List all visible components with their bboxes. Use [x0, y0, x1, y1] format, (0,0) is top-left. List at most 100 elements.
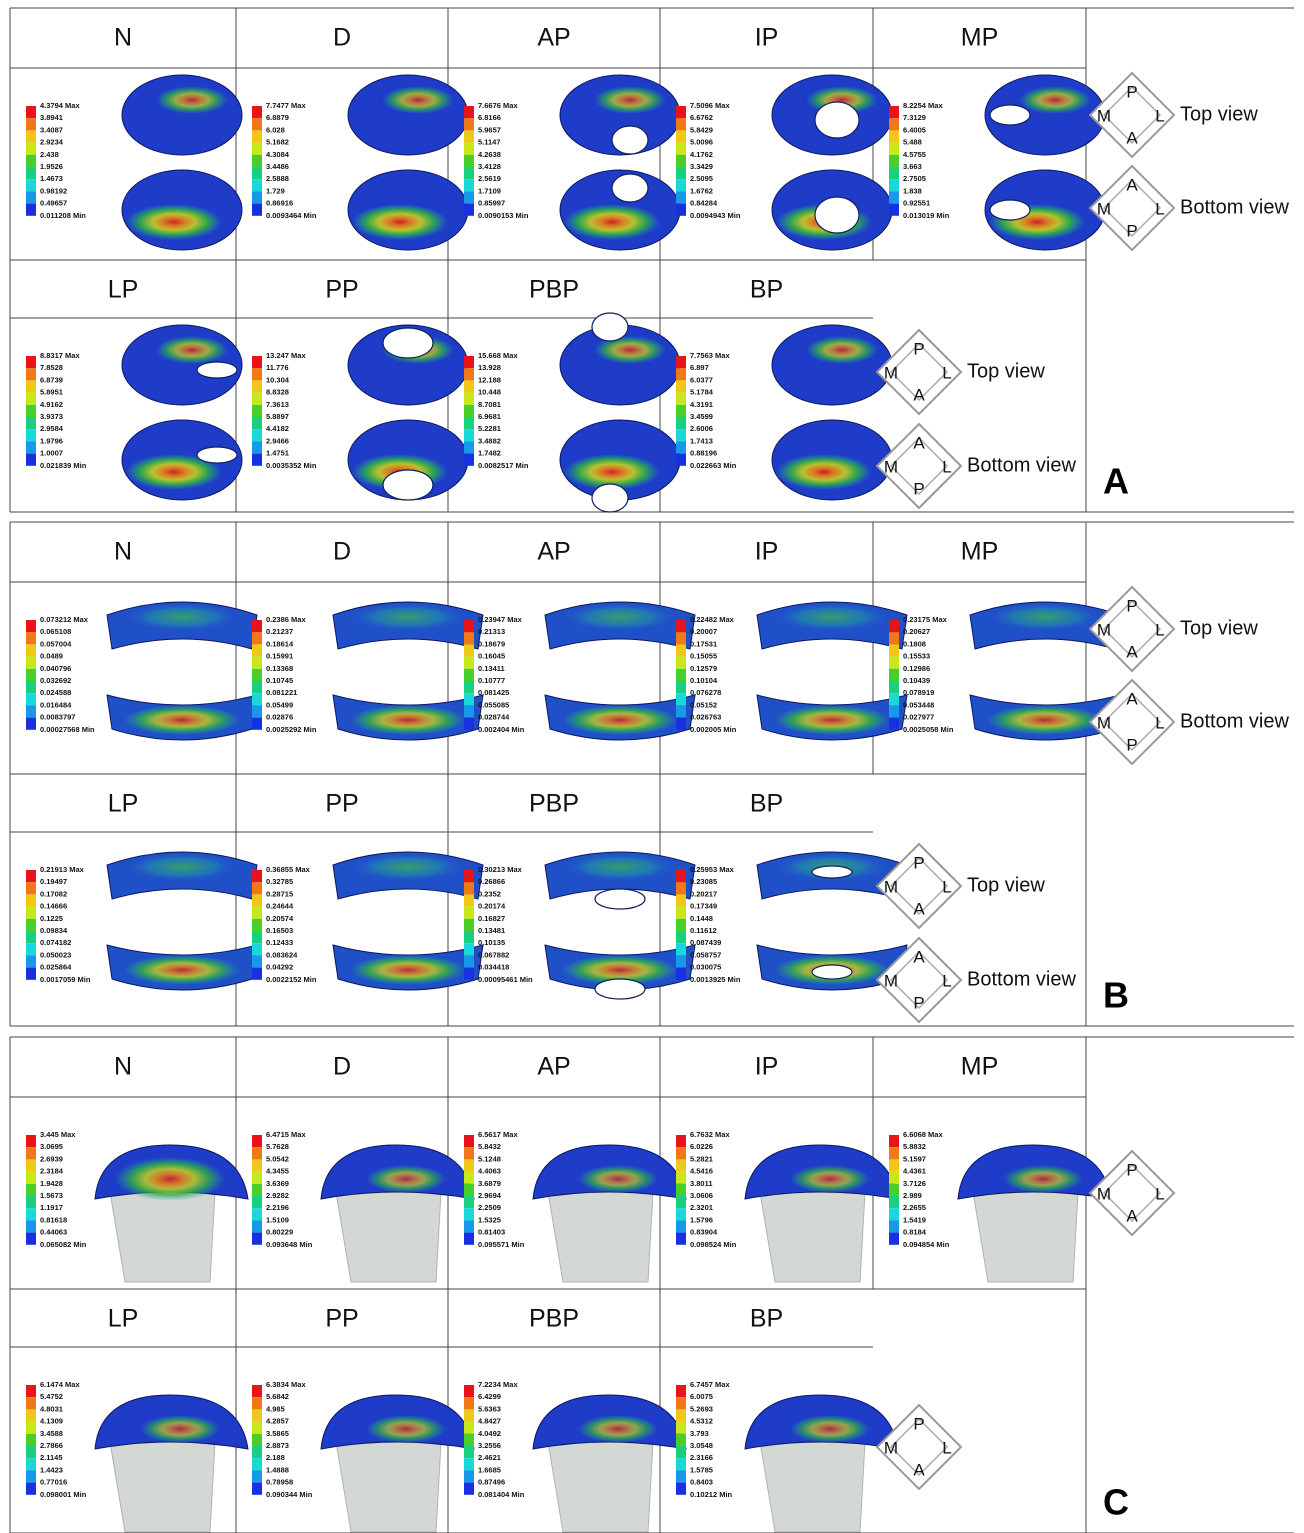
colorbar-band — [464, 943, 474, 955]
legend-label: 4.5755 — [903, 150, 926, 159]
legend-label: 2.5888 — [266, 174, 289, 183]
colorbar-band — [26, 1208, 36, 1220]
legend-label: 0.16503 — [266, 926, 293, 935]
colorbar-band — [676, 1184, 686, 1196]
colorbar-band — [889, 657, 899, 669]
legend-label: 0.055085 — [478, 700, 509, 709]
legend-label: 5.1597 — [903, 1154, 926, 1163]
legend-label: 4.3084 — [266, 150, 290, 159]
legend-label: 0.2352 — [478, 889, 501, 898]
colorbar-band — [676, 943, 686, 955]
bone — [336, 1192, 441, 1282]
colorbar-band — [252, 1135, 262, 1147]
legend-label: 6.4715 Max — [266, 1130, 306, 1139]
legend-label: 2.2655 — [903, 1203, 926, 1212]
colorbar-band — [676, 919, 686, 931]
colorbar-band — [26, 1470, 36, 1482]
legend-label: 1.6762 — [690, 186, 713, 195]
legend-label: 0.1448 — [690, 914, 713, 923]
legend-label: 7.7477 Max — [266, 101, 306, 110]
stress-patch — [353, 603, 463, 631]
legend-label: 2.3184 — [40, 1167, 64, 1176]
colorbar-band — [464, 870, 474, 882]
compass-label: A — [1126, 175, 1138, 194]
legend-label: 0.8184 — [903, 1228, 927, 1237]
stress-patch — [564, 204, 660, 240]
colorbar-band — [26, 429, 36, 441]
legend-label: 0.10439 — [903, 676, 930, 685]
colorbar-band — [464, 955, 474, 967]
colorbar-band — [26, 718, 36, 730]
compass-label: M — [1097, 106, 1111, 125]
legend-label: 0.05152 — [690, 700, 717, 709]
panel-title: PBP — [529, 790, 579, 818]
compass-label: L — [942, 1438, 951, 1457]
hole — [815, 197, 859, 233]
colorbar-band — [26, 405, 36, 417]
colorbar-band — [889, 681, 899, 693]
panel-title: N — [114, 1053, 132, 1081]
legend-label: 0.21913 Max — [40, 865, 85, 874]
colorbar-band — [252, 118, 262, 130]
colorbar-band — [26, 393, 36, 405]
panel-title: D — [333, 538, 351, 566]
colorbar-band — [26, 179, 36, 191]
colorbar-band — [252, 955, 262, 967]
colorbar-band — [26, 1159, 36, 1171]
legend-label: 4.2638 — [478, 150, 501, 159]
colorbar-band — [252, 356, 262, 368]
colorbar-band — [464, 1196, 474, 1208]
colorbar-band — [676, 1434, 686, 1446]
legend-label: 2.3201 — [690, 1203, 713, 1212]
colorbar-band — [889, 669, 899, 681]
legend-label: 5.0542 — [266, 1154, 289, 1163]
colorbar-band — [26, 968, 36, 980]
page: N4.3794 Max3.89413.40872.92342.4381.9526… — [0, 0, 1304, 1533]
legend-label: 4.1762 — [690, 150, 713, 159]
colorbar-band — [464, 644, 474, 656]
colorbar-band — [889, 1135, 899, 1147]
colorbar-band — [26, 1434, 36, 1446]
colorbar-band — [676, 179, 686, 191]
colorbar-band — [26, 669, 36, 681]
legend-label: 1.4888 — [266, 1465, 289, 1474]
legend-label: 3.5865 — [266, 1429, 289, 1438]
legend-label: 2.9694 — [478, 1191, 502, 1200]
compass-label: P — [913, 993, 924, 1012]
colorbar-band — [252, 130, 262, 142]
colorbar-band — [26, 106, 36, 118]
colorbar-band — [676, 1208, 686, 1220]
bone — [548, 1192, 653, 1282]
orientation-compass: PAML — [877, 1405, 961, 1489]
legend-label: 0.09834 — [40, 926, 68, 935]
colorbar-band — [464, 693, 474, 705]
stress-patch — [156, 336, 228, 364]
colorbar-band — [676, 1233, 686, 1245]
view-label: Bottom view — [967, 968, 1076, 990]
colorbar-band — [889, 167, 899, 179]
colorbar-band — [252, 106, 262, 118]
legend-label: 3.4599 — [690, 412, 713, 421]
colorbar-band — [676, 657, 686, 669]
colorbar-band — [676, 1172, 686, 1184]
legend-label: 4.8031 — [40, 1404, 63, 1413]
colorbar-band — [26, 1409, 36, 1421]
hole — [197, 447, 237, 463]
stress-patch — [990, 603, 1100, 631]
legend-label: 5.0096 — [690, 138, 713, 147]
colorbar-band — [26, 1147, 36, 1159]
legend-label: 0.0094943 Min — [690, 211, 741, 220]
colorbar-band — [252, 693, 262, 705]
legend-label: 12.188 — [478, 375, 501, 384]
legend-label: 4.5312 — [690, 1417, 713, 1426]
legend-label: 3.0548 — [690, 1441, 713, 1450]
legend-label: 2.2509 — [478, 1203, 501, 1212]
colorbar-band — [676, 143, 686, 155]
colorbar-band — [252, 669, 262, 681]
colorbar-band — [26, 894, 36, 906]
colorbar-band — [464, 1458, 474, 1470]
colorbar-band — [464, 143, 474, 155]
colorbar-band — [464, 1483, 474, 1495]
legend-label: 0.0083797 — [40, 713, 75, 722]
legend-label: 6.4299 — [478, 1392, 501, 1401]
